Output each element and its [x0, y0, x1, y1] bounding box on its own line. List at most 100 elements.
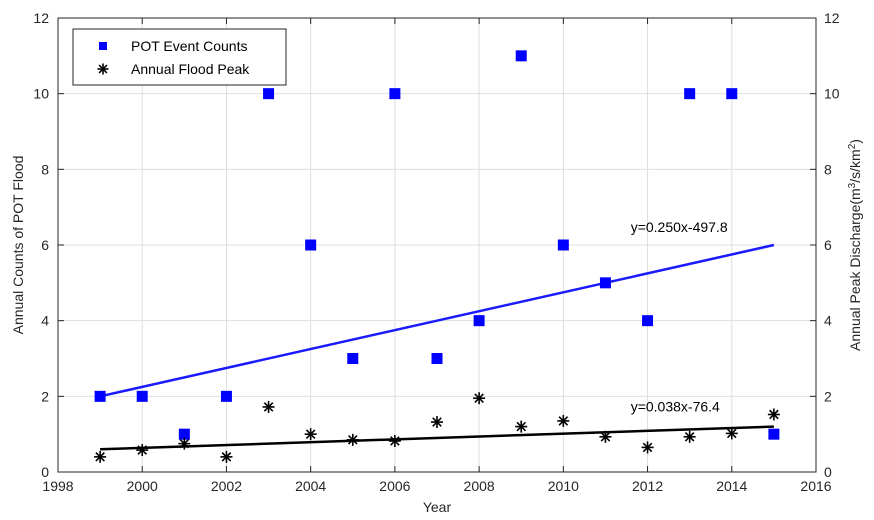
data-point-pot [431, 353, 443, 364]
x-tick-label: 2006 [379, 478, 410, 494]
asterisk-stroke [642, 442, 653, 453]
trendline-pot [99, 243, 775, 398]
y-tick-label-left: 12 [33, 10, 49, 26]
x-tick-label: 2012 [632, 478, 663, 494]
y-tick-label-left: 6 [41, 237, 49, 253]
y-axis-right-label-part: Annual Peak Discharge(m [847, 188, 863, 351]
data-point-pot [642, 315, 654, 327]
data-point-pot [684, 88, 696, 100]
asterisk-stroke [558, 416, 569, 426]
data-point-pot [389, 88, 401, 100]
y-tick-label-left: 4 [41, 313, 49, 329]
ticks: 1998 2000 2002 2004 2006 2008 2010 2012 2014 2016… [33, 10, 839, 494]
asterisk-stroke [516, 421, 527, 432]
data-point-peak [178, 437, 191, 450]
y-tick-label-left: 10 [33, 86, 49, 102]
legend-box [72, 28, 287, 86]
data-point-peak [388, 434, 401, 447]
data-point-peak [431, 416, 443, 429]
y-axis-left-label: Annual Counts of POT Flood [10, 156, 26, 335]
x-tick-label: 2010 [548, 478, 579, 494]
y-axis-right-label: Annual Peak Discharge(m3/s/km2) [847, 139, 864, 351]
asterisk-stroke [726, 428, 737, 439]
asterisk-stroke [769, 409, 779, 420]
data-point-peak [220, 450, 233, 463]
data-point-pot [94, 390, 106, 402]
data-point-pot [305, 239, 317, 251]
data-point-peak [304, 428, 317, 441]
asterisk-stroke [95, 452, 105, 462]
legend-label-peak: Annual Flood Peak [131, 61, 250, 77]
y-axis-right-label-sup: 3 [847, 182, 858, 188]
y-tick-label-right: 10 [824, 86, 840, 102]
y-axis-right-label-sup: 2 [847, 143, 858, 149]
asterisk-stroke [221, 452, 232, 462]
data-point-peak [599, 430, 612, 443]
asterisk-stroke [137, 445, 148, 455]
x-tick-label: 2014 [716, 478, 747, 494]
data-point-peak [515, 420, 528, 433]
data-point-pot [557, 239, 569, 251]
data-point-pot [263, 88, 275, 100]
asterisk-stroke [432, 417, 442, 427]
y-tick-label-right: 4 [824, 313, 832, 329]
y-axis-right-label-part: ) [847, 139, 863, 144]
asterisk-stroke [179, 438, 190, 449]
trendline-equation-pot: y=0.250x-497.8 [631, 219, 728, 235]
asterisk-stroke [263, 402, 274, 412]
data-point-pot [768, 428, 780, 440]
data-point-peak [262, 400, 275, 413]
y-tick-label-left: 8 [41, 161, 49, 177]
y-tick-label-left: 2 [41, 388, 49, 404]
asterisk-stroke [347, 435, 358, 445]
legend: POT Event Counts Annual Flood Peak [72, 28, 287, 86]
x-tick-label: 2016 [800, 478, 831, 494]
data-point-pot [178, 428, 190, 440]
legend-label-pot: POT Event Counts [131, 38, 247, 54]
data-point-peak [346, 433, 359, 446]
asterisk-stroke [474, 393, 484, 404]
data-point-peak [94, 450, 107, 463]
data-point-pot [726, 88, 738, 100]
data-point-peak [641, 441, 654, 454]
x-tick-label: 1998 [42, 478, 73, 494]
asterisk-stroke [600, 432, 611, 442]
asterisk-stroke [390, 436, 400, 446]
data-point-pot [220, 390, 232, 402]
data-point-pot [599, 277, 611, 289]
y-tick-label-right: 12 [824, 10, 840, 26]
data-point-peak [683, 430, 696, 443]
data-point-peak [136, 444, 149, 457]
trendline-equation-peak: y=0.038x-76.4 [631, 398, 720, 414]
series [94, 50, 780, 463]
x-tick-label: 2000 [127, 478, 158, 494]
y-tick-label-left: 0 [41, 464, 49, 480]
legend-asterisk [97, 63, 109, 75]
trendline-peak [100, 425, 774, 451]
y-tick-label-right: 8 [824, 161, 832, 177]
data-point-peak [767, 408, 780, 421]
y-tick-label-right: 2 [824, 388, 832, 404]
x-tick-label: 2008 [464, 478, 495, 494]
y-axis-right-label-part: /s/km [847, 149, 863, 182]
data-point-peak [473, 392, 486, 405]
data-point-peak [725, 427, 738, 440]
legend-marker-square [99, 42, 107, 50]
data-point-pot [347, 353, 359, 364]
data-point-pot [136, 390, 148, 402]
x-tick-label: 2002 [211, 478, 242, 494]
legend-marker-asterisk [97, 63, 109, 75]
asterisk-stroke [305, 429, 316, 439]
asterisk-stroke [684, 432, 695, 442]
data-point-peak [557, 414, 570, 427]
data-point-pot [473, 315, 485, 327]
x-tick-label: 2004 [295, 478, 326, 494]
data-point-pot [515, 50, 527, 62]
y-tick-label-right: 6 [824, 237, 832, 253]
y-tick-label-right: 0 [824, 464, 832, 480]
trendlines [99, 243, 775, 451]
x-axis-label: Year [423, 499, 452, 515]
asterisk-stroke [98, 64, 108, 74]
